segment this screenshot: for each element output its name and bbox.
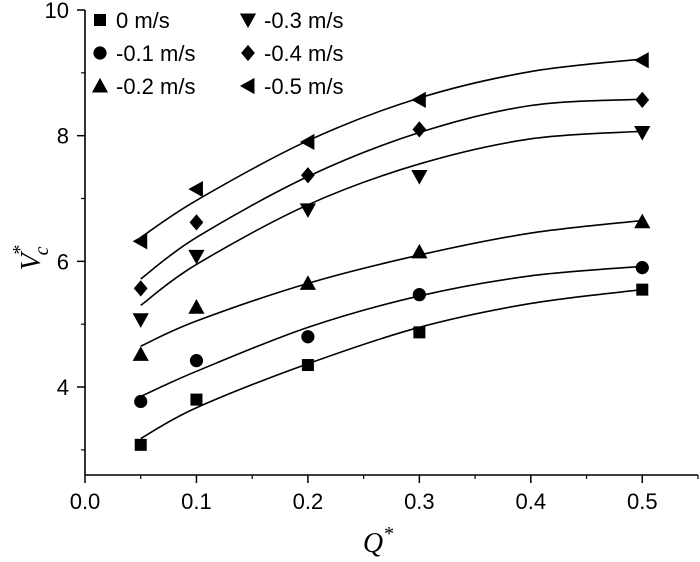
data-point-series-4 xyxy=(635,91,650,108)
data-point-series-4 xyxy=(412,121,427,138)
fit-line-series-4 xyxy=(140,98,643,280)
data-point-series-1 xyxy=(412,288,426,302)
y-tick-label: 8 xyxy=(57,124,69,149)
data-point-series-1 xyxy=(301,330,315,344)
x-tick-label: 0.3 xyxy=(404,489,435,514)
legend-label: -0.2 m/s xyxy=(116,74,195,99)
data-point-series-3 xyxy=(411,170,428,185)
data-point-series-5 xyxy=(132,233,148,250)
x-axis-label: Q* xyxy=(363,523,393,559)
legend-label: -0.3 m/s xyxy=(264,8,343,33)
data-point-series-2 xyxy=(299,275,317,290)
legend-label: -0.1 m/s xyxy=(116,41,195,66)
data-point-series-5 xyxy=(188,180,203,198)
data-point-series-3 xyxy=(132,313,149,328)
svg-text:Vc*: Vc* xyxy=(9,246,53,271)
x-axis: 0.0 0.1 0.2 0.3 0.4 0.5 xyxy=(70,475,699,514)
fit-line-series-5 xyxy=(140,58,643,239)
data-point-series-3 xyxy=(634,126,651,141)
data-point-series-4 xyxy=(301,167,315,184)
data-point-series-4 xyxy=(189,214,204,231)
x-tick-label: 0.4 xyxy=(516,489,547,514)
data-point-series-0 xyxy=(413,326,426,339)
y-axis-label-main: V xyxy=(16,251,47,271)
data-point-series-5 xyxy=(634,52,649,69)
legend-marker xyxy=(94,14,106,26)
data-point-series-2 xyxy=(634,213,651,229)
data-point-series-5 xyxy=(411,91,426,108)
fit-lines xyxy=(140,58,643,440)
fit-line-series-0 xyxy=(140,288,643,440)
x-tick-label: 0.1 xyxy=(181,489,212,514)
legend-marker xyxy=(93,46,107,60)
y-tick-label: 10 xyxy=(45,0,69,23)
y-tick-label: 4 xyxy=(57,375,69,400)
plot-frame xyxy=(84,10,698,476)
data-point-series-2 xyxy=(411,243,428,259)
data-markers xyxy=(132,52,651,451)
data-point-series-3 xyxy=(299,203,317,218)
legend-label: -0.5 m/s xyxy=(264,74,343,99)
data-point-series-3 xyxy=(188,249,205,265)
legend-marker xyxy=(241,44,255,62)
legend-marker xyxy=(239,77,255,95)
y-tick-label: 6 xyxy=(57,249,69,274)
data-point-series-4 xyxy=(133,280,148,297)
x-tick-label: 0.5 xyxy=(627,489,658,514)
legend: 0 m/s -0.1 m/s -0.2 m/s -0.3 m/s -0.4 m/s -0.… xyxy=(91,8,343,99)
legend-marker xyxy=(239,13,257,29)
data-point-series-1 xyxy=(134,394,148,409)
data-point-series-0 xyxy=(301,359,314,372)
y-axis-label-sup: * xyxy=(9,246,31,256)
x-tick-label: 0.2 xyxy=(293,489,324,514)
legend-marker xyxy=(91,77,109,93)
x-axis-label-sup: * xyxy=(383,523,393,545)
fit-line-series-3 xyxy=(140,130,643,306)
fit-line-series-2 xyxy=(140,219,643,347)
data-point-series-1 xyxy=(635,261,649,275)
legend-label: -0.4 m/s xyxy=(264,41,343,66)
data-point-series-0 xyxy=(636,283,649,296)
fit-line-series-1 xyxy=(140,265,643,398)
y-axis: 4 6 8 10 xyxy=(45,0,85,451)
data-point-series-0 xyxy=(134,438,147,451)
y-axis-label: Vc* xyxy=(9,246,53,271)
x-axis-label-main: Q xyxy=(363,528,383,559)
data-point-series-5 xyxy=(299,133,315,151)
data-point-series-0 xyxy=(190,393,203,406)
data-point-series-2 xyxy=(132,346,149,361)
data-point-series-2 xyxy=(188,299,205,314)
data-point-series-1 xyxy=(189,354,204,368)
x-tick-label: 0.0 xyxy=(70,489,101,514)
y-axis-label-sub: c xyxy=(31,246,53,255)
legend-label: 0 m/s xyxy=(116,8,170,33)
